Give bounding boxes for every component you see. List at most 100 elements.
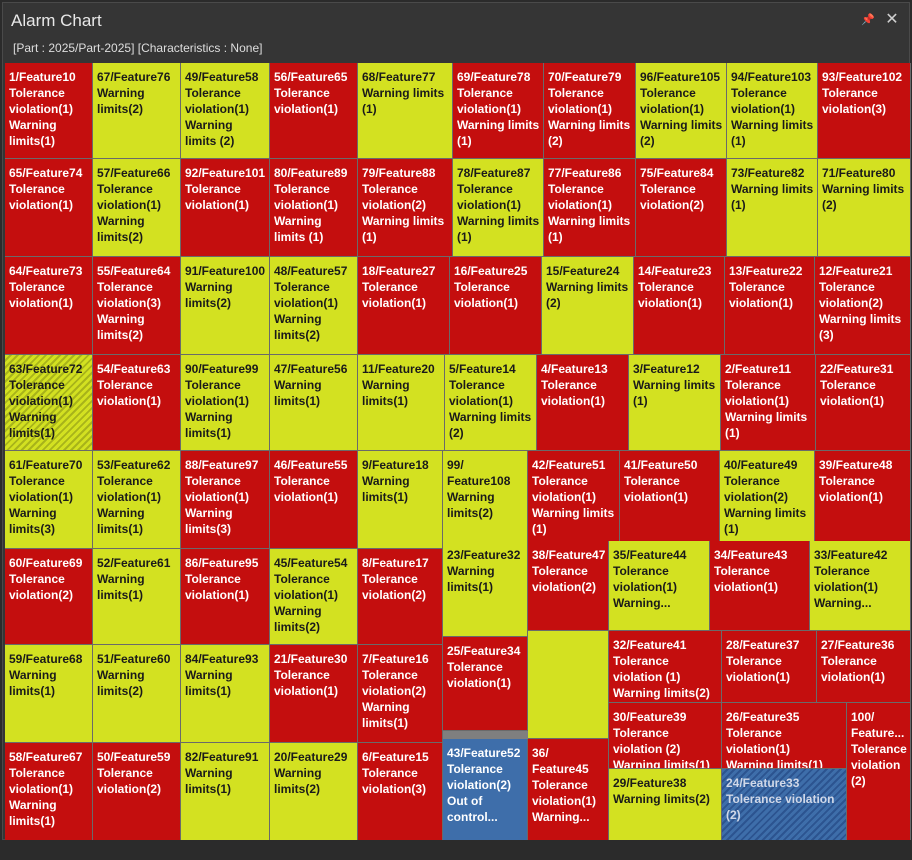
alarm-cell-71[interactable]: 71/Feature80 Warning limits (2) — [818, 159, 911, 257]
alarm-cell-16[interactable]: 16/Feature25 Tolerance violation(1) — [450, 257, 542, 355]
alarm-cell-label: 7/Feature16 Tolerance violation(2) Warni… — [362, 652, 429, 730]
alarm-cell-18[interactable]: 18/Feature27 Tolerance violation(1) — [358, 257, 450, 355]
alarm-cell-50[interactable]: 50/Feature59 Tolerance violation(2) — [93, 743, 181, 841]
alarm-cell-26[interactable]: 26/Feature35 Tolerance violation(1) Warn… — [722, 703, 847, 769]
alarm-cell-49[interactable]: 49/Feature58 Tolerance violation(1) Warn… — [181, 63, 270, 159]
alarm-cell-label: 35/Feature44 Tolerance violation(1) Warn… — [613, 548, 687, 610]
alarm-cell-90[interactable]: 90/Feature99 Tolerance violation(1) Warn… — [181, 355, 270, 451]
alarm-cell-79[interactable]: 79/Feature88 Tolerance violation(2) Warn… — [358, 159, 453, 257]
alarm-cell-29[interactable]: 29/Feature38 Warning limits(2) — [609, 769, 722, 841]
alarm-cell-54[interactable]: 54/Feature63 Tolerance violation(1) — [93, 355, 181, 451]
alarm-cell-60[interactable]: 60/Feature69 Tolerance violation(2) — [5, 549, 93, 645]
alarm-cell-84[interactable]: 84/Feature93 Warning limits(1) — [181, 645, 270, 743]
alarm-cell-53[interactable]: 53/Feature62 Tolerance violation(1) Warn… — [93, 451, 181, 549]
alarm-cell-27[interactable]: 27/Feature36 Tolerance violation(1) — [817, 631, 911, 703]
alarm-cell-6[interactable]: 6/Feature15 Tolerance violation(3) — [358, 743, 443, 841]
alarm-cell-8[interactable]: 8/Feature17 Tolerance violation(2) — [358, 549, 443, 645]
alarm-cell-96[interactable]: 96/Feature105 Tolerance violation(1) War… — [636, 63, 727, 159]
alarm-cell-69[interactable]: 69/Feature78 Tolerance violation(1) Warn… — [453, 63, 544, 159]
alarm-cell-36[interactable]: 36/ Feature45 Tolerance violation(1) War… — [528, 739, 609, 841]
alarm-cell-86[interactable]: 86/Feature95 Tolerance violation(1) — [181, 549, 270, 645]
alarm-cell-73[interactable]: 73/Feature82 Warning limits (1) — [727, 159, 818, 257]
alarm-cell-77[interactable]: 77/Feature86 Tolerance violation(1) Warn… — [544, 159, 636, 257]
alarm-cell-23[interactable]: 23/Feature32 Warning limits(1) — [443, 541, 528, 637]
alarm-cell-80[interactable]: 80/Feature89 Tolerance violation(1) Warn… — [270, 159, 358, 257]
alarm-cell-57[interactable]: 57/Feature66 Tolerance violation(1) Warn… — [93, 159, 181, 257]
alarm-cell-2[interactable]: 2/Feature11 Tolerance violation(1) Warni… — [721, 355, 816, 451]
alarm-cell-88[interactable]: 88/Feature97 Tolerance violation(1) Warn… — [181, 451, 270, 549]
alarm-cell-label: 9/Feature18 Warning limits(1) — [362, 458, 429, 504]
pin-icon[interactable]: 📌 — [861, 14, 875, 26]
alarm-cell-label: 65/Feature74 Tolerance violation(1) — [9, 166, 83, 212]
alarm-cell-94[interactable]: 94/Feature103 Tolerance violation(1) War… — [727, 63, 818, 159]
alarm-cell-1[interactable]: 1/Feature10 Tolerance violation(1) Warni… — [5, 63, 93, 159]
alarm-cell-64[interactable]: 64/Feature73 Tolerance violation(1) — [5, 257, 93, 355]
alarm-cell-4[interactable]: 4/Feature13 Tolerance violation(1) — [537, 355, 629, 451]
alarm-cell-label: 13/Feature22 Tolerance violation(1) — [729, 264, 803, 310]
alarm-cell-82[interactable]: 82/Feature91 Warning limits(1) — [181, 743, 270, 841]
alarm-cell-9[interactable]: 9/Feature18 Warning limits(1) — [358, 451, 443, 549]
alarm-cell-label: 32/Feature41 Tolerance violation (1) War… — [613, 638, 710, 700]
alarm-cell-33[interactable]: 33/Feature42 Tolerance violation(1) Warn… — [810, 541, 911, 631]
alarm-cell-20[interactable]: 20/Feature29 Warning limits(2) — [270, 743, 358, 841]
alarm-cell-52[interactable]: 52/Feature61 Warning limits(1) — [93, 549, 181, 645]
alarm-cell-15[interactable]: 15/Feature24 Warning limits (2) — [542, 257, 634, 355]
alarm-cell-5[interactable]: 5/Feature14 Tolerance violation(1) Warni… — [445, 355, 537, 451]
alarm-cell-56[interactable]: 56/Feature65 Tolerance violation(1) — [270, 63, 358, 159]
alarm-cell-label: 5/Feature14 Tolerance violation(1) Warni… — [449, 362, 532, 440]
alarm-cell-34[interactable]: 34/Feature43 Tolerance violation(1) — [710, 541, 810, 631]
alarm-cell-47[interactable]: 47/Feature56 Warning limits(1) — [270, 355, 358, 451]
alarm-cell-68[interactable]: 68/Feature77 Warning limits (1) — [358, 63, 453, 159]
close-icon[interactable]: ✕ — [885, 11, 899, 28]
alarm-cell-51[interactable]: 51/Feature60 Warning limits(2) — [93, 645, 181, 743]
alarm-cell-45[interactable]: 45/Feature54 Tolerance violation(1) Warn… — [270, 549, 358, 645]
alarm-cell-55[interactable]: 55/Feature64 Tolerance violation(3) Warn… — [93, 257, 181, 355]
alarm-cell-3[interactable]: 3/Feature12 Warning limits (1) — [629, 355, 721, 451]
alarm-cell-30[interactable]: 30/Feature39 Tolerance violation (2) War… — [609, 703, 722, 769]
alarm-cell-43[interactable]: 43/Feature52 Tolerance violation(2) Out … — [443, 739, 528, 841]
alarm-cell-22[interactable]: 22/Feature31 Tolerance violation(1) — [816, 355, 911, 451]
alarm-cell-41[interactable]: 41/Feature50 Tolerance violation(1) — [620, 451, 720, 549]
alarm-cell-65[interactable]: 65/Feature74 Tolerance violation(1) — [5, 159, 93, 257]
alarm-cell-42[interactable]: 42/Feature51 Tolerance violation(1) Warn… — [528, 451, 620, 549]
alarm-cell-91[interactable]: 91/Feature100 Warning limits(2) — [181, 257, 270, 355]
alarm-treemap: 1/Feature10 Tolerance violation(1) Warni… — [5, 63, 911, 841]
alarm-cell-label: 24/Feature33 Tolerance violation (2) — [726, 776, 835, 822]
alarm-cell-93[interactable]: 93/Feature102 Tolerance violation(3) — [818, 63, 911, 159]
alarm-cell-58[interactable]: 58/Feature67 Tolerance violation(1) Warn… — [5, 743, 93, 841]
alarm-cell-24[interactable]: 24/Feature33 Tolerance violation (2) — [722, 769, 847, 841]
alarm-cell-label: 18/Feature27 Tolerance violation(1) — [362, 264, 436, 310]
alarm-cell-25[interactable]: 25/Feature34 Tolerance violation(1) — [443, 637, 528, 731]
alarm-cell-46[interactable]: 46/Feature55 Tolerance violation(1) — [270, 451, 358, 549]
alarm-cell-70[interactable]: 70/Feature79 Tolerance violation(1) Warn… — [544, 63, 636, 159]
alarm-cell-11[interactable]: 11/Feature20 Warning limits(1) — [358, 355, 445, 451]
alarm-cell-32[interactable]: 32/Feature41 Tolerance violation (1) War… — [609, 631, 722, 703]
alarm-cell-7[interactable]: 7/Feature16 Tolerance violation(2) Warni… — [358, 645, 443, 743]
alarm-cell-14[interactable]: 14/Feature23 Tolerance violation(1) — [634, 257, 725, 355]
alarm-cell-40[interactable]: 40/Feature49 Tolerance violation(2) Warn… — [720, 451, 815, 549]
alarm-cell-39[interactable]: 39/Feature48 Tolerance violation(1) — [815, 451, 911, 549]
alarm-cell-label: 46/Feature55 Tolerance violation(1) — [274, 458, 348, 504]
alarm-cell-35[interactable]: 35/Feature44 Tolerance violation(1) Warn… — [609, 541, 710, 631]
alarm-cell-38[interactable]: 38/Feature47 Tolerance violation(2) — [528, 541, 609, 631]
alarm-cell-59[interactable]: 59/Feature68 Warning limits(1) — [5, 645, 93, 743]
alarm-cell-label: 8/Feature17 Tolerance violation(2) — [362, 556, 429, 602]
alarm-cell-21[interactable]: 21/Feature30 Tolerance violation(1) — [270, 645, 358, 743]
alarm-cell-61[interactable]: 61/Feature70 Tolerance violation(1) Warn… — [5, 451, 93, 549]
alarm-cell-63[interactable]: 63/Feature72 Tolerance violation(1) Warn… — [5, 355, 93, 451]
alarm-cell-28[interactable]: 28/Feature37 Tolerance violation(1) — [722, 631, 817, 703]
alarm-cell-12[interactable]: 12/Feature21 Tolerance violation(2) Warn… — [815, 257, 911, 355]
alarm-cell-label: 58/Feature67 Tolerance violation(1) Warn… — [9, 750, 83, 828]
alarm-cell-label: 39/Feature48 Tolerance violation(1) — [819, 458, 893, 504]
alarm-cell-13[interactable]: 13/Feature22 Tolerance violation(1) — [725, 257, 815, 355]
alarm-cell-blank[interactable] — [528, 631, 609, 739]
alarm-cell-78[interactable]: 78/Feature87 Tolerance violation(1) Warn… — [453, 159, 544, 257]
alarm-cell-92[interactable]: 92/Feature101 Tolerance violation(1) — [181, 159, 270, 257]
alarm-cell-100[interactable]: 100/ Feature... Tolerance violation (2) — [847, 703, 911, 841]
alarm-cell-75[interactable]: 75/Feature84 Tolerance violation(2) — [636, 159, 727, 257]
alarm-cell-99[interactable]: 99/ Feature108 Warning limits(2) — [443, 451, 528, 549]
alarm-cell-label: 33/Feature42 Tolerance violation(1) Warn… — [814, 548, 888, 610]
alarm-cell-label: 88/Feature97 Tolerance violation(1) Warn… — [185, 458, 259, 536]
alarm-cell-67[interactable]: 67/Feature76 Warning limits(2) — [93, 63, 181, 159]
alarm-cell-48[interactable]: 48/Feature57 Tolerance violation(1) Warn… — [270, 257, 358, 355]
